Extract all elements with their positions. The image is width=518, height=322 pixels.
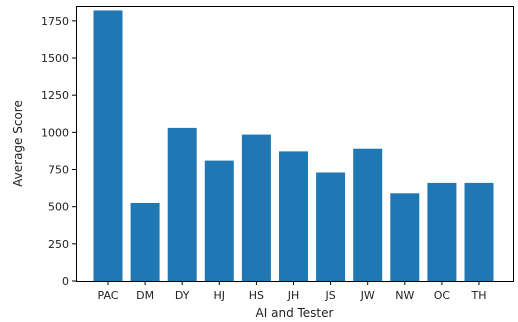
bar-hs [241,134,271,281]
bar-jh [279,151,308,281]
bar-hj [204,160,234,281]
bar-dy [167,127,197,281]
bar-oc [427,182,457,281]
bar-pac [93,10,123,281]
x-tick-label: NW [395,289,414,302]
y-axis-ticks: 0 250 500 750 1000 1250 1500 1750 [41,15,76,288]
plot-frame [76,6,514,282]
y-tick-label: 1500 [41,52,69,65]
x-tick-label: TH [471,289,487,302]
y-tick-label: 250 [48,238,69,251]
x-tick-label: HJ [214,289,226,302]
bar-dm [130,202,160,281]
x-tick-label: JH [287,289,300,302]
y-tick-label: 500 [48,201,69,214]
y-tick-label: 1000 [41,126,69,139]
y-tick-label: 1750 [41,15,69,28]
x-tick-label: JS [324,289,335,302]
y-tick-label: 750 [48,164,69,177]
bar-js [316,172,346,281]
bar-nw [390,193,420,281]
bar-th [464,182,494,281]
x-tick-label: DY [175,289,190,302]
y-tick-label: 0 [62,275,69,288]
x-axis-ticks: PAC DM DY HJ HS JH JS JW NW OC TH [98,281,487,302]
x-tick-label: OC [434,289,451,302]
x-axis-label: AI and Tester [256,306,334,320]
x-tick-label: HS [249,289,264,302]
x-tick-label: JW [360,289,375,302]
x-tick-label: DM [136,289,154,302]
bar-jw [353,148,383,281]
bars-group [93,10,494,281]
y-axis-label: Average Score [11,100,25,187]
y-tick-label: 1250 [41,89,69,102]
x-tick-label: PAC [98,289,119,302]
